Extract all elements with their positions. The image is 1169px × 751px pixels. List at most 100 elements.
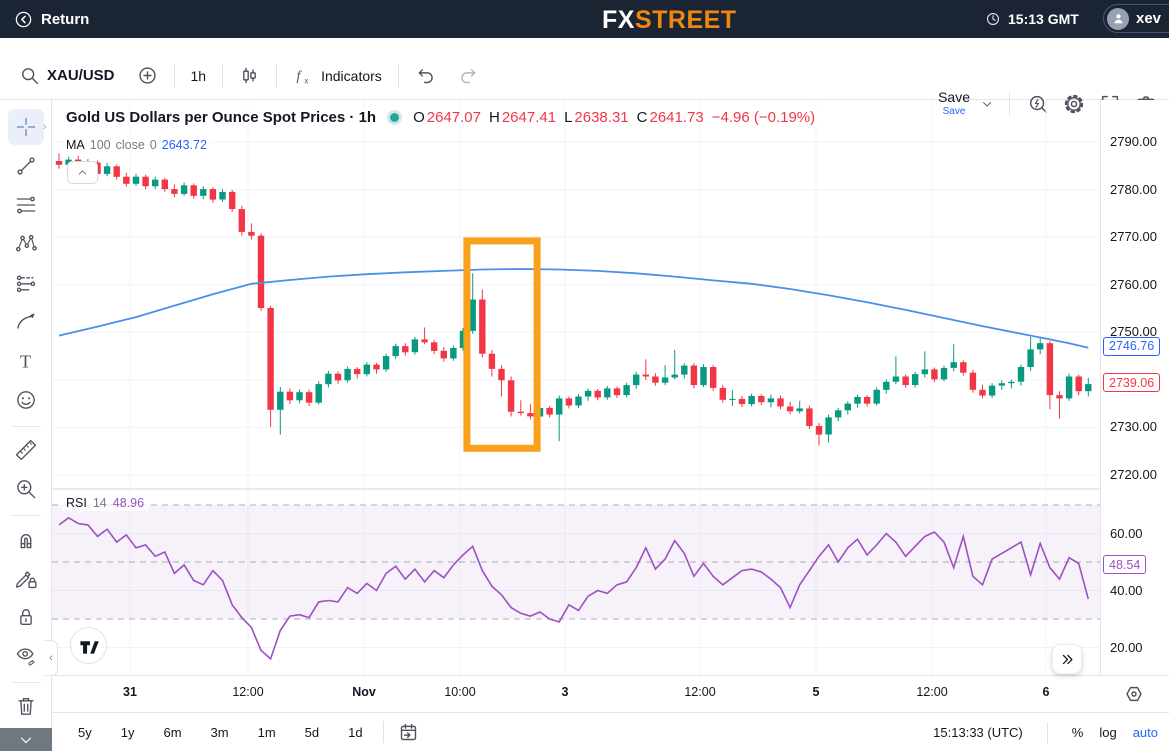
symbol-search-button[interactable]: XAU/USD xyxy=(8,59,126,92)
tradingview-logo[interactable] xyxy=(70,627,107,664)
time-tick: Nov xyxy=(352,685,376,699)
svg-text:T: T xyxy=(20,351,31,371)
tradingview-icon xyxy=(78,635,99,656)
tool-trend-line[interactable] xyxy=(8,148,44,184)
rsi-legend[interactable]: RSI 14 48.96 xyxy=(62,495,149,511)
chart-style-button[interactable] xyxy=(228,59,271,92)
rsi-tick: 60.00 xyxy=(1110,525,1143,541)
legend-collapse-button[interactable] xyxy=(67,161,98,184)
drawing-toolbar: T xyxy=(0,100,52,751)
market-status-icon xyxy=(390,113,400,122)
toolbar-divider xyxy=(276,63,278,88)
price-tick: 2770.00 xyxy=(1110,229,1157,245)
utc-clock[interactable]: 15:13:33 (UTC) xyxy=(933,725,1023,740)
chart-canvas[interactable] xyxy=(52,100,1100,675)
time-tick: 10:00 xyxy=(444,685,476,699)
toolbar-divider xyxy=(1009,91,1010,116)
toolbar-divider xyxy=(397,63,399,88)
tool-xabcd-pattern[interactable] xyxy=(8,226,44,262)
ohlc-open: O 2647.07 xyxy=(413,109,481,126)
tool-emoji[interactable] xyxy=(8,382,44,418)
percent-scale-button[interactable]: % xyxy=(1071,725,1084,740)
ohlc-low: L 2638.31 xyxy=(564,109,629,126)
chevron-left-circle-icon xyxy=(14,10,33,29)
range-button-5d[interactable]: 5d xyxy=(304,724,320,740)
time-axis[interactable]: 31 12:00 Nov 10:00 3 12:00 5 12:00 6 xyxy=(52,675,1100,712)
save-button[interactable]: Save Save xyxy=(938,90,970,117)
compare-add-button[interactable] xyxy=(126,59,169,92)
auto-scale-button[interactable]: auto xyxy=(1132,725,1158,740)
change-value: −4.96 (−0.19%) xyxy=(711,109,816,126)
undo-icon xyxy=(415,65,436,86)
ma-name: MA xyxy=(66,138,85,152)
tool-text[interactable]: T xyxy=(8,343,44,379)
undo-button[interactable] xyxy=(404,59,447,92)
interval-label: 1h xyxy=(190,67,207,84)
tool-forecast[interactable] xyxy=(8,265,44,301)
save-menu-chevron-down-icon[interactable] xyxy=(980,97,994,111)
user-icon xyxy=(1111,11,1126,26)
calendar-go-icon xyxy=(398,722,419,743)
redo-button[interactable] xyxy=(447,59,490,92)
interval-button[interactable]: 1h xyxy=(180,62,218,90)
tool-drawing-lock[interactable] xyxy=(8,560,44,596)
tool-crosshair[interactable] xyxy=(7,109,44,145)
top-bar: Return FXSTREET 15:13 GMT xev xyxy=(0,0,1169,38)
range-button-6m[interactable]: 6m xyxy=(163,724,182,740)
bottom-right-group: 15:13:33 (UTC) % log auto xyxy=(933,713,1158,751)
more-tools-button[interactable] xyxy=(0,728,52,751)
price-tick: 2720.00 xyxy=(1110,466,1157,482)
time-tick: 12:00 xyxy=(232,685,264,699)
tool-lock-all[interactable] xyxy=(8,599,44,635)
log-scale-button[interactable]: log xyxy=(1099,725,1117,740)
tool-horizontal-lines[interactable] xyxy=(8,187,44,223)
range-button-3m[interactable]: 3m xyxy=(210,724,229,740)
drawing-lock-icon xyxy=(14,566,38,590)
tool-submenu-chevron-icon[interactable]: › xyxy=(43,121,47,133)
magnet-icon xyxy=(14,527,38,551)
time-tick: 12:00 xyxy=(684,685,716,699)
symbol-legend[interactable]: Gold US Dollars per Ounce Spot Prices · … xyxy=(62,108,820,127)
toolbar-divider xyxy=(173,63,175,88)
chart-title: Gold US Dollars per Ounce Spot Prices · … xyxy=(66,109,377,126)
text-icon: T xyxy=(14,349,38,373)
range-button-1y[interactable]: 1y xyxy=(120,724,135,740)
rsi-tick: 40.00 xyxy=(1110,582,1143,598)
ma-value: 2643.72 xyxy=(161,138,207,152)
time-tick: 12:00 xyxy=(916,685,948,699)
range-button-1d[interactable]: 1d xyxy=(348,724,363,740)
tool-hide-all[interactable] xyxy=(8,638,44,674)
tool-brush[interactable] xyxy=(8,304,44,340)
tool-ruler[interactable] xyxy=(8,432,44,468)
go-to-date-button[interactable] xyxy=(396,719,422,745)
settings-button[interactable] xyxy=(1061,91,1087,117)
plus-circle-icon xyxy=(137,65,158,86)
tool-zoom-in[interactable] xyxy=(8,471,44,507)
expand-panel-button[interactable] xyxy=(1052,644,1082,674)
range-button-5y[interactable]: 5y xyxy=(78,724,92,740)
highlight-rectangle xyxy=(463,237,541,452)
user-menu[interactable]: xev xyxy=(1103,4,1169,33)
ma-legend[interactable]: MA 100 close 0 2643.72 xyxy=(62,137,211,153)
hide-all-icon xyxy=(14,644,38,668)
price-axis[interactable]: 2790.00 2780.00 2770.00 2760.00 2750.00 2730.… xyxy=(1100,100,1169,712)
lock-all-icon xyxy=(14,605,38,629)
xabcd-pattern-icon xyxy=(14,232,38,256)
sidebar-collapse-handle[interactable]: ‹ xyxy=(45,640,58,676)
time-tick: 31 xyxy=(123,685,137,699)
return-button[interactable]: Return xyxy=(14,0,89,38)
bottom-toolbar: 5y 1y 6m 3m 1m 5d 1d 15:13:33 (UTC) % log auto xyxy=(52,712,1169,751)
tool-remove-objects[interactable] xyxy=(8,688,44,724)
chevron-down-icon xyxy=(17,731,35,749)
tool-magnet[interactable] xyxy=(8,521,44,557)
hexagon-settings-icon[interactable] xyxy=(1123,683,1145,705)
range-button-1m[interactable]: 1m xyxy=(257,724,276,740)
search-icon xyxy=(19,65,40,86)
rsi-value: 48.96 xyxy=(112,496,145,510)
sidebar-divider xyxy=(10,426,41,427)
ma-price-tag: 2746.76 xyxy=(1103,336,1161,356)
fullscreen-button[interactable] xyxy=(1097,91,1123,117)
